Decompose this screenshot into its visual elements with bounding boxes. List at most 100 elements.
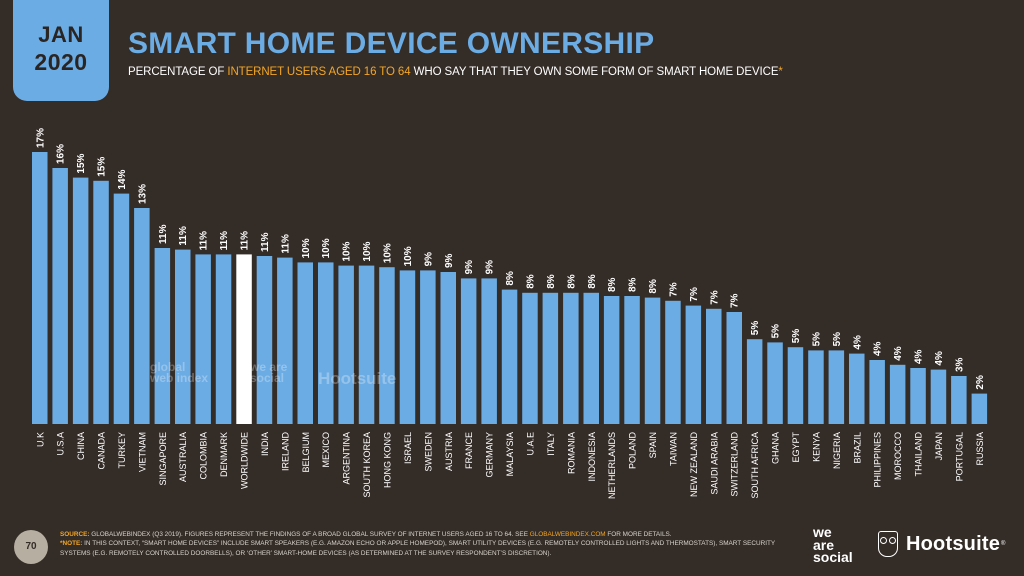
category-label: NIGERIA bbox=[832, 432, 842, 469]
value-label: 9% bbox=[464, 260, 475, 275]
footer-notes: SOURCE: GLOBALWEBINDEX (Q3 2019). FIGURE… bbox=[60, 530, 790, 558]
category-label: FRANCE bbox=[464, 432, 474, 469]
value-label: 17% bbox=[35, 128, 46, 148]
bar-colombia bbox=[195, 254, 211, 424]
value-label: 8% bbox=[566, 274, 577, 289]
bar-romania bbox=[563, 292, 579, 424]
value-label: 13% bbox=[137, 184, 148, 204]
value-label: 11% bbox=[219, 231, 230, 251]
bar-spain bbox=[644, 297, 661, 424]
value-label: 10% bbox=[383, 243, 394, 263]
bar-ireland bbox=[277, 257, 293, 424]
source-link[interactable]: GLOBALWEBINDEX.COM bbox=[529, 531, 606, 538]
bar-india bbox=[256, 256, 273, 424]
category-label: U.A.E bbox=[526, 432, 536, 456]
value-label: 4% bbox=[893, 346, 904, 361]
value-label: 8% bbox=[628, 277, 639, 292]
logo-was-line-3: social bbox=[813, 549, 853, 565]
bar-chart: 17% 16% 15% 15% 14% 13% 11% 11% 11% 11% 11% 11% 11% 1… bbox=[32, 128, 988, 500]
category-label: ROMANIA bbox=[566, 432, 576, 474]
category-label: PORTUGAL bbox=[954, 432, 964, 481]
value-label: 3% bbox=[954, 357, 965, 372]
value-label: 9% bbox=[485, 260, 496, 275]
bar-italy bbox=[542, 292, 559, 424]
bar-u-a-e bbox=[522, 292, 538, 424]
bar-belgium bbox=[297, 262, 313, 424]
bar-u-s-a bbox=[52, 168, 68, 424]
value-label: 9% bbox=[423, 252, 434, 267]
logo-was-line-2: are bbox=[813, 536, 835, 553]
value-labels-group: 17% 16% 15% 15% 14% 13% 11% 11% 11% 11% 11% 11% 11% 1… bbox=[35, 128, 985, 390]
value-label: 8% bbox=[648, 279, 659, 294]
logo-was-line-1: we bbox=[813, 524, 832, 540]
bar-singapore bbox=[154, 248, 171, 424]
value-label: 10% bbox=[403, 246, 414, 266]
bar-japan bbox=[930, 369, 947, 424]
value-label: 15% bbox=[76, 153, 87, 173]
value-label: 16% bbox=[56, 144, 67, 164]
bar-new-zealand bbox=[685, 305, 702, 424]
category-label: NETHERLANDS bbox=[607, 432, 617, 499]
value-label: 11% bbox=[178, 226, 189, 246]
category-label: SWEDEN bbox=[423, 432, 433, 472]
bar-egypt bbox=[787, 347, 804, 424]
value-label: 10% bbox=[301, 238, 312, 258]
bar-thailand bbox=[910, 368, 926, 424]
value-label: 11% bbox=[260, 232, 271, 252]
value-label: 11% bbox=[280, 234, 291, 254]
category-label: SWITZERLAND bbox=[730, 432, 740, 497]
category-label: ARGENTINA bbox=[342, 432, 352, 485]
category-label: NEW ZEALAND bbox=[689, 432, 699, 498]
value-label: 7% bbox=[669, 282, 680, 297]
bar-vietnam bbox=[134, 208, 150, 424]
bar-netherlands bbox=[603, 296, 620, 424]
category-label: ISRAEL bbox=[403, 432, 413, 464]
category-label: MALAYSIA bbox=[505, 432, 515, 476]
subtitle-highlight: INTERNET USERS AGED 16 TO 64 bbox=[227, 66, 411, 78]
value-label: 5% bbox=[771, 324, 782, 339]
category-label: HONG KONG bbox=[383, 432, 393, 488]
category-label: JAPAN bbox=[934, 432, 944, 460]
category-label: CANADA bbox=[97, 432, 107, 470]
subtitle-asterisk: * bbox=[778, 66, 783, 78]
subtitle-prefix: PERCENTAGE OF bbox=[128, 66, 228, 78]
hootsuite-wordmark: Hootsuite bbox=[906, 532, 1001, 555]
bar-kenya bbox=[808, 350, 824, 424]
date-badge: JAN 2020 bbox=[13, 0, 109, 101]
category-labels-group: U.K U.S.A CHINA CANADA TURKEY VIETNAM SINGAPOR… bbox=[35, 432, 984, 500]
bar-south-korea bbox=[358, 265, 375, 424]
category-label: DENMARK bbox=[219, 432, 229, 477]
value-label: 11% bbox=[158, 224, 169, 244]
value-label: 8% bbox=[587, 274, 598, 289]
category-label: ITALY bbox=[546, 432, 556, 456]
bar-south-africa bbox=[746, 339, 763, 424]
bar-switzerland bbox=[726, 312, 742, 424]
category-label: U.S.A bbox=[56, 432, 66, 456]
badge-year: 2020 bbox=[34, 49, 88, 75]
owl-icon bbox=[878, 531, 898, 557]
category-label: TAIWAN bbox=[669, 432, 679, 466]
category-label: INDONESIA bbox=[587, 432, 597, 482]
bar-germany bbox=[481, 278, 497, 424]
bar-turkey bbox=[113, 193, 130, 424]
value-label: 5% bbox=[750, 321, 761, 336]
value-label: 4% bbox=[852, 335, 863, 350]
bar-canada bbox=[93, 180, 109, 424]
bar-malaysia bbox=[501, 289, 518, 424]
value-label: 7% bbox=[709, 290, 720, 305]
value-label: 5% bbox=[791, 329, 802, 344]
value-label: 7% bbox=[730, 293, 741, 308]
source-label: SOURCE: bbox=[60, 531, 90, 538]
category-label: SAUDI ARABIA bbox=[709, 432, 719, 495]
category-label: TURKEY bbox=[117, 432, 127, 469]
value-label: 4% bbox=[934, 351, 945, 366]
bar-indonesia bbox=[583, 292, 599, 424]
category-label: PHILIPPINES bbox=[873, 432, 883, 488]
value-label: 11% bbox=[240, 231, 251, 251]
category-label: AUSTRALIA bbox=[178, 432, 188, 482]
bar-austria bbox=[440, 272, 456, 424]
category-label: SOUTH AFRICA bbox=[750, 432, 760, 499]
bar-israel bbox=[399, 270, 416, 424]
category-label: CHINA bbox=[76, 432, 86, 460]
category-label: POLAND bbox=[628, 432, 638, 470]
